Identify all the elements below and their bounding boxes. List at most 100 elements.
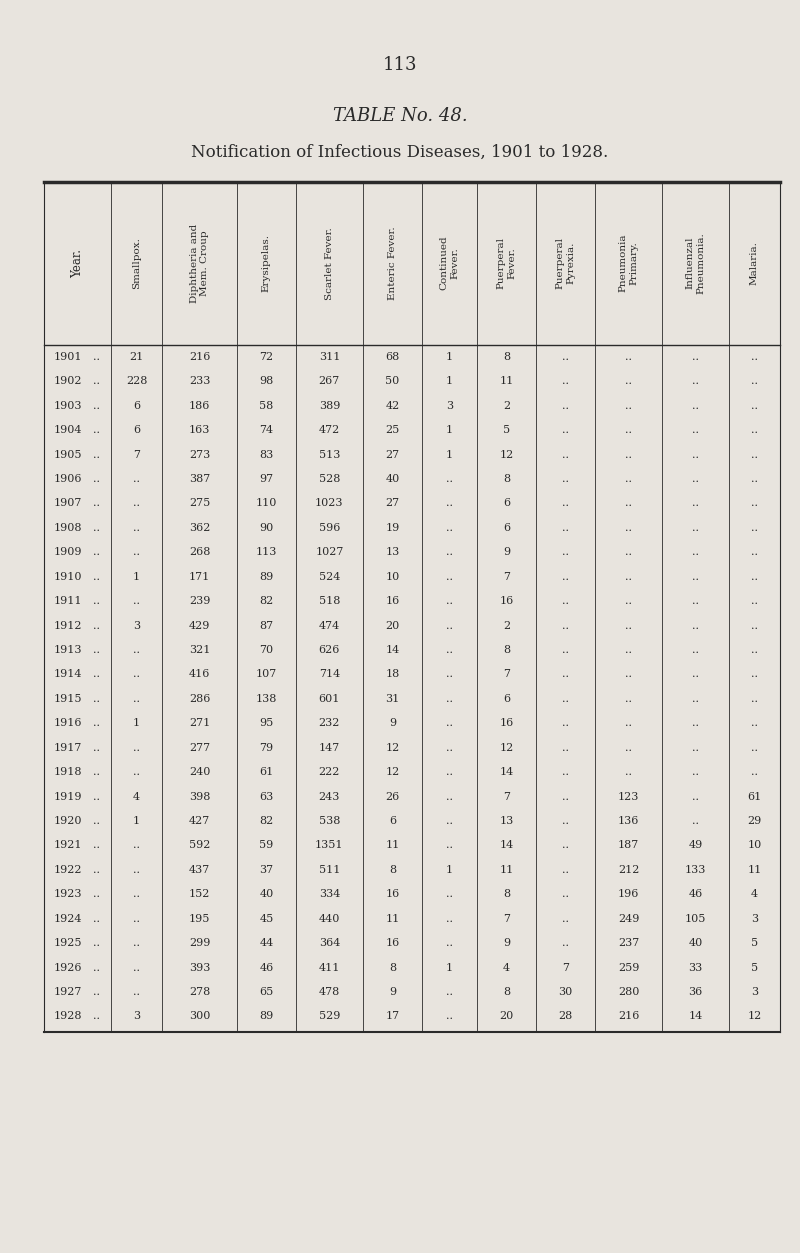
- Text: ..: ..: [625, 474, 632, 484]
- Text: 1928: 1928: [53, 1011, 82, 1021]
- Text: 4: 4: [751, 890, 758, 900]
- Text: 440: 440: [318, 913, 340, 923]
- Text: 16: 16: [385, 596, 399, 606]
- Text: 33: 33: [688, 962, 702, 972]
- Text: 87: 87: [259, 620, 274, 630]
- Text: 2: 2: [503, 620, 510, 630]
- Text: 136: 136: [618, 816, 639, 826]
- Text: 1911: 1911: [53, 596, 82, 606]
- Text: 12: 12: [499, 450, 514, 460]
- Text: 1918: 1918: [53, 767, 82, 777]
- Text: ..: ..: [93, 987, 100, 997]
- Text: 427: 427: [189, 816, 210, 826]
- Text: 7: 7: [503, 669, 510, 679]
- Text: 25: 25: [385, 425, 399, 435]
- Text: 286: 286: [189, 694, 210, 704]
- Text: ..: ..: [751, 571, 758, 581]
- Text: ..: ..: [751, 718, 758, 728]
- Text: ..: ..: [446, 938, 453, 949]
- Text: 8: 8: [503, 645, 510, 655]
- Text: 195: 195: [189, 913, 210, 923]
- Text: ..: ..: [625, 718, 632, 728]
- Text: ..: ..: [446, 694, 453, 704]
- Text: 1925: 1925: [53, 938, 82, 949]
- Text: ..: ..: [625, 767, 632, 777]
- Text: ..: ..: [133, 523, 140, 533]
- Text: ..: ..: [751, 499, 758, 509]
- Text: 8: 8: [503, 352, 510, 362]
- Text: 4: 4: [133, 792, 140, 802]
- Text: Puerperal
Pyrexia.: Puerperal Pyrexia.: [556, 237, 575, 289]
- Text: ..: ..: [692, 792, 699, 802]
- Text: 6: 6: [503, 523, 510, 533]
- Text: 147: 147: [318, 743, 340, 753]
- Text: 46: 46: [259, 962, 274, 972]
- Text: ..: ..: [133, 743, 140, 753]
- Text: Continued
Fever.: Continued Fever.: [440, 236, 459, 291]
- Text: 163: 163: [189, 425, 210, 435]
- Text: 626: 626: [318, 645, 340, 655]
- Text: 10: 10: [747, 841, 762, 851]
- Text: ..: ..: [446, 596, 453, 606]
- Text: ..: ..: [446, 499, 453, 509]
- Text: 1919: 1919: [53, 792, 82, 802]
- Text: Puerperal
Fever.: Puerperal Fever.: [497, 237, 516, 289]
- Text: 1921: 1921: [53, 841, 82, 851]
- Text: 20: 20: [499, 1011, 514, 1021]
- Text: ..: ..: [692, 425, 699, 435]
- Text: 3: 3: [751, 913, 758, 923]
- Text: 12: 12: [385, 767, 399, 777]
- Text: ..: ..: [692, 450, 699, 460]
- Text: 216: 216: [618, 1011, 639, 1021]
- Text: 9: 9: [389, 718, 396, 728]
- Text: ..: ..: [692, 548, 699, 558]
- Text: 6: 6: [503, 694, 510, 704]
- Text: 474: 474: [318, 620, 340, 630]
- Text: ..: ..: [446, 841, 453, 851]
- Text: ..: ..: [446, 474, 453, 484]
- Text: 1: 1: [446, 376, 453, 386]
- Text: ..: ..: [562, 913, 569, 923]
- Text: ..: ..: [692, 474, 699, 484]
- Text: ..: ..: [692, 694, 699, 704]
- Text: 1926: 1926: [53, 962, 82, 972]
- Text: 11: 11: [499, 376, 514, 386]
- Text: 31: 31: [385, 694, 399, 704]
- Text: 27: 27: [386, 499, 399, 509]
- Text: 20: 20: [385, 620, 399, 630]
- Text: ..: ..: [562, 450, 569, 460]
- Text: 89: 89: [259, 1011, 274, 1021]
- Text: 50: 50: [385, 376, 399, 386]
- Text: ..: ..: [93, 841, 100, 851]
- Text: ..: ..: [93, 694, 100, 704]
- Text: 429: 429: [189, 620, 210, 630]
- Text: 398: 398: [189, 792, 210, 802]
- Text: ..: ..: [562, 620, 569, 630]
- Text: 68: 68: [385, 352, 399, 362]
- Text: 1903: 1903: [53, 401, 82, 411]
- Text: 271: 271: [189, 718, 210, 728]
- Text: 411: 411: [318, 962, 340, 972]
- Text: ..: ..: [93, 913, 100, 923]
- Text: 40: 40: [385, 474, 399, 484]
- Text: 83: 83: [259, 450, 274, 460]
- Text: 7: 7: [503, 792, 510, 802]
- Text: Year.: Year.: [71, 248, 84, 278]
- Text: 61: 61: [747, 792, 762, 802]
- Text: ..: ..: [446, 523, 453, 533]
- Text: 30: 30: [558, 987, 573, 997]
- Text: 63: 63: [259, 792, 274, 802]
- Text: ..: ..: [93, 1011, 100, 1021]
- Text: 1927: 1927: [54, 987, 82, 997]
- Text: 110: 110: [256, 499, 277, 509]
- Text: 321: 321: [189, 645, 210, 655]
- Text: ..: ..: [446, 1011, 453, 1021]
- Text: ..: ..: [692, 401, 699, 411]
- Text: ..: ..: [93, 865, 100, 875]
- Text: ..: ..: [93, 499, 100, 509]
- Text: 3: 3: [446, 401, 453, 411]
- Text: 187: 187: [618, 841, 639, 851]
- Text: ..: ..: [562, 694, 569, 704]
- Text: ..: ..: [133, 548, 140, 558]
- Text: 9: 9: [503, 548, 510, 558]
